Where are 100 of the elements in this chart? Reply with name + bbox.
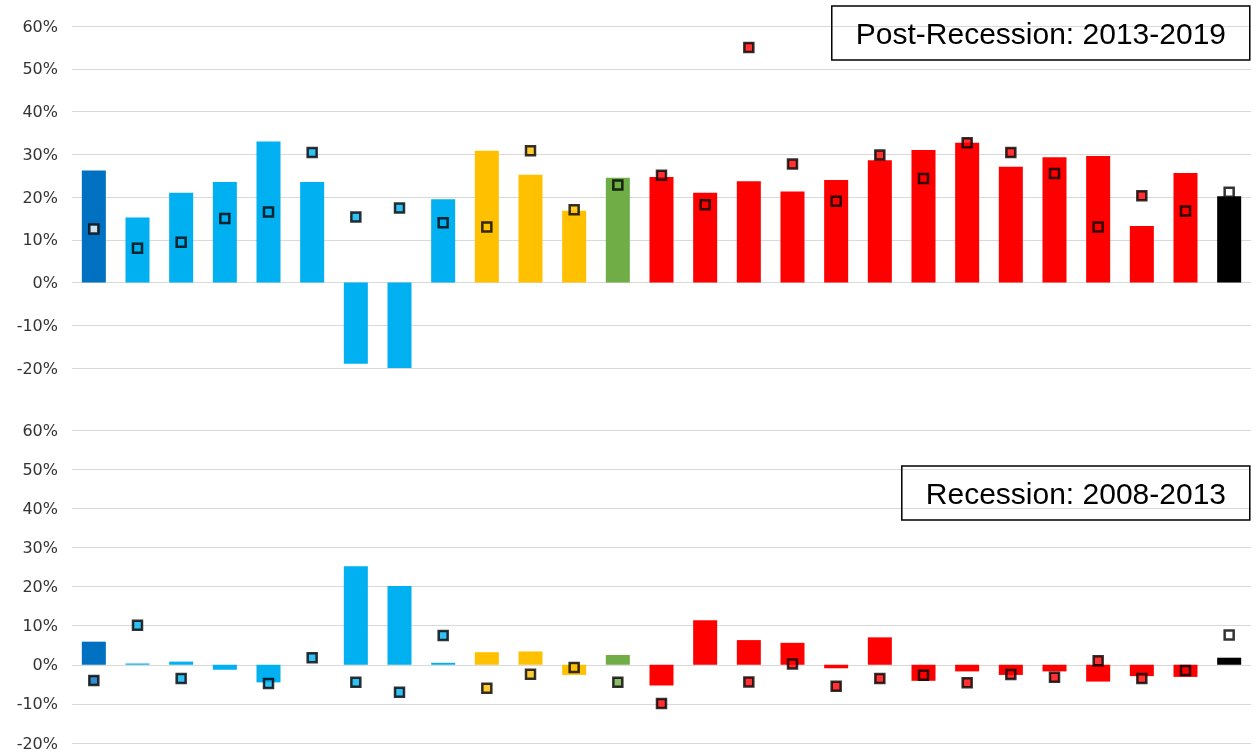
bar [867,637,892,665]
bar [605,654,630,665]
point [568,204,580,216]
point [612,676,624,689]
point [1092,655,1104,667]
bar [212,664,237,670]
point [1223,629,1235,641]
bar [649,664,674,686]
y-tick-label: -10% [16,694,58,714]
y-tick-label: 0% [32,655,58,675]
bar [518,651,543,665]
text: Recession: 2008-2013 [925,476,1227,510]
bar [387,282,412,368]
bar [736,181,761,283]
bar [431,199,456,283]
point [306,146,318,159]
y-tick-label: -20% [16,358,58,378]
bar [169,192,194,283]
bar [343,282,368,364]
point [699,198,711,211]
point [437,629,449,642]
y-tick-label: 40% [22,102,58,121]
point [874,149,886,161]
point [350,676,362,689]
point [612,179,624,191]
bar [955,664,980,672]
point [743,676,755,688]
y-tick-label: 50% [22,459,58,479]
point [1048,167,1061,180]
point [1179,664,1192,677]
point [743,41,755,54]
point [481,221,493,233]
point [88,223,100,235]
point [1005,146,1017,159]
y-tick-label: 50% [22,59,58,79]
point [874,672,886,685]
y-tick-label: 40% [22,498,58,518]
y-tick-label: -10% [16,315,58,335]
bar [212,182,237,283]
point [961,677,973,689]
point [219,212,231,225]
point [655,169,668,181]
point [262,206,275,218]
bar [474,150,499,283]
bar [169,661,194,665]
bar [518,174,543,283]
bar [693,620,718,665]
bar [125,217,150,283]
bar [81,170,106,283]
y-tick-label: 60% [22,16,58,36]
point [830,195,842,208]
point [1048,671,1061,684]
point [786,158,799,170]
bar [780,191,805,283]
bar [1129,226,1154,283]
bar [343,566,368,665]
bar [736,640,761,665]
point [1092,221,1104,233]
point [437,216,449,229]
point [393,686,406,698]
bar [387,586,412,665]
point [961,136,973,149]
y-tick-label: 10% [22,230,58,250]
point [175,236,187,249]
point [131,242,144,255]
point [262,677,275,690]
point [524,668,537,680]
y-tick-label: 10% [22,616,58,636]
point [175,672,187,685]
bar [1173,173,1198,283]
bar [474,652,499,665]
chart-title: Post-Recession: 2013-2019 [855,16,1227,50]
bar [81,641,106,665]
point [830,680,842,693]
bar [300,182,325,283]
y-tick-label: 30% [22,537,58,557]
point [524,145,537,157]
point [786,658,799,670]
point [393,202,406,214]
bar [256,141,281,283]
y-tick-label: 20% [22,577,58,596]
bar [693,192,718,283]
y-tick-label: 20% [22,187,58,207]
y-tick-label: 0% [32,273,58,292]
point [306,651,318,664]
bar [1217,657,1242,665]
point [568,661,580,674]
bar [1086,155,1111,283]
point [88,674,100,687]
bar [911,149,936,283]
bar [998,166,1023,283]
y-tick-label: 30% [22,144,58,164]
y-tick-label: -20% [16,733,58,752]
point [1005,668,1017,681]
point [131,619,144,631]
point [917,172,930,185]
point [1136,189,1148,202]
point [1179,205,1192,217]
point [655,697,668,710]
point [350,211,362,223]
